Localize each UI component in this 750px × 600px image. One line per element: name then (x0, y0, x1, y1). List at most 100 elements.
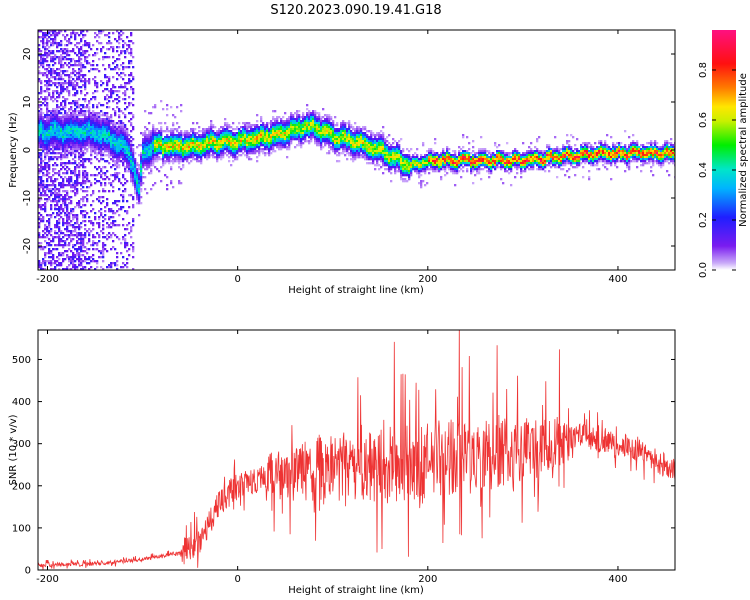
spectrogram-cell (118, 136, 121, 139)
spectrogram-cell (78, 132, 81, 135)
spectrogram-cell (106, 138, 109, 141)
spectrogram-cell (232, 146, 235, 149)
spectrogram-cell (256, 156, 259, 159)
spectrogram-cell (50, 156, 53, 159)
spectrogram-cell (284, 122, 287, 125)
spectrogram-cell (144, 152, 147, 155)
spectrogram-cell (88, 114, 91, 117)
spectrogram-cell (360, 136, 363, 139)
spectrogram-cell (210, 134, 213, 137)
spectrogram-cell (250, 134, 253, 137)
spectrogram-cell (64, 142, 67, 145)
spectrogram-cell (78, 64, 81, 67)
spectrogram-cell (344, 138, 347, 141)
spectrogram-cell (38, 138, 41, 141)
spectrogram-cell (222, 150, 225, 153)
spectrogram-cell (228, 142, 231, 145)
spectrogram-cell (378, 136, 381, 139)
spectrogram-cell (122, 46, 125, 49)
spectrogram-cell (144, 146, 147, 149)
spectrogram-cell (144, 110, 147, 113)
spectrogram-cell (106, 88, 109, 91)
spectrogram-cell (190, 156, 193, 159)
spectrogram-cell (62, 190, 65, 193)
spectrogram-cell (82, 50, 85, 53)
spectrogram-cell (260, 144, 263, 147)
spectrogram-cell (164, 162, 167, 165)
spectrogram-cell (326, 124, 329, 127)
spectrogram-cell (258, 152, 261, 155)
spectrogram-cell (388, 142, 391, 145)
spectrogram-cell (168, 158, 171, 161)
spectrogram-cell (54, 204, 57, 207)
spectrogram-cell (56, 188, 59, 191)
spectrogram-cell (96, 40, 99, 43)
spectrogram-cell (350, 140, 353, 143)
spectrogram-cell (168, 142, 171, 145)
spectrogram-cell (58, 144, 61, 147)
spectrogram-cell (64, 250, 67, 253)
spectrogram-cell (294, 112, 297, 115)
spectrogram-cell (98, 240, 101, 243)
spectrogram-cell (262, 140, 265, 143)
spectrogram-cell (78, 154, 81, 157)
spectrogram-cell (42, 142, 45, 145)
spectrogram-cell (92, 118, 95, 121)
spectrogram-cell (290, 134, 293, 137)
spectrogram-cell (112, 56, 115, 59)
spectrogram-cell (72, 152, 75, 155)
spectrogram-cell (94, 36, 97, 39)
spectrogram-cell (88, 126, 91, 129)
spectrogram-cell (62, 180, 65, 183)
spectrogram-cell (82, 204, 85, 207)
spectrogram-cell (238, 140, 241, 143)
spectrogram-cell (76, 174, 79, 177)
spectrogram-cell (54, 98, 57, 101)
spectrogram-cell (288, 126, 291, 129)
spectrogram-cell (336, 122, 339, 125)
spectrogram-cell (66, 114, 69, 117)
spectrogram-cell (376, 156, 379, 159)
spectrogram-cell (386, 144, 389, 147)
spectrogram-cell (48, 222, 51, 225)
spectrogram-cell (222, 144, 225, 147)
spectrogram-cell (66, 222, 69, 225)
spectrogram-cell (202, 134, 205, 137)
spectrogram-cell (200, 148, 203, 151)
spectrogram-cell (228, 132, 231, 135)
spectrogram-cell (112, 142, 115, 145)
spectrogram-cell (104, 218, 107, 221)
spectrogram-cell (152, 130, 155, 133)
spectrogram-cell (60, 206, 63, 209)
spectrogram-cell (128, 158, 131, 161)
spectrogram-cell (102, 236, 105, 239)
spectrogram-cell (102, 244, 105, 247)
spectrogram-cell (248, 142, 251, 145)
spectrogram-cell (104, 120, 107, 123)
spectrogram-cell (210, 124, 213, 127)
spectrogram-cell (102, 124, 105, 127)
spectrogram-cell (56, 136, 59, 139)
spectrogram-cell (100, 140, 103, 143)
spectrogram-cell (74, 118, 77, 121)
spectrogram-cell (236, 152, 239, 155)
spectrogram-cell (262, 128, 265, 131)
spectrogram-cell (44, 268, 47, 270)
spectrogram-cell (122, 256, 125, 259)
spectrogram-cell (70, 212, 73, 215)
spectrogram-cell (46, 136, 49, 139)
spectrogram-cell (210, 122, 213, 125)
spectrogram-cell (166, 152, 169, 155)
spectrogram-cell (198, 156, 201, 159)
spectrogram-cell (44, 206, 47, 209)
spectrogram-cell (382, 146, 385, 149)
spectrogram-cell (332, 136, 335, 139)
spectrogram-cell (58, 236, 61, 239)
spectrogram-cell (312, 116, 315, 119)
spectrogram-cell (42, 174, 45, 177)
spectrogram-cell (234, 138, 237, 141)
spectrogram-cell (340, 126, 343, 129)
spectrogram-cell (360, 148, 363, 151)
spectrogram-cell (58, 72, 61, 75)
spectrogram-cell (114, 264, 117, 267)
